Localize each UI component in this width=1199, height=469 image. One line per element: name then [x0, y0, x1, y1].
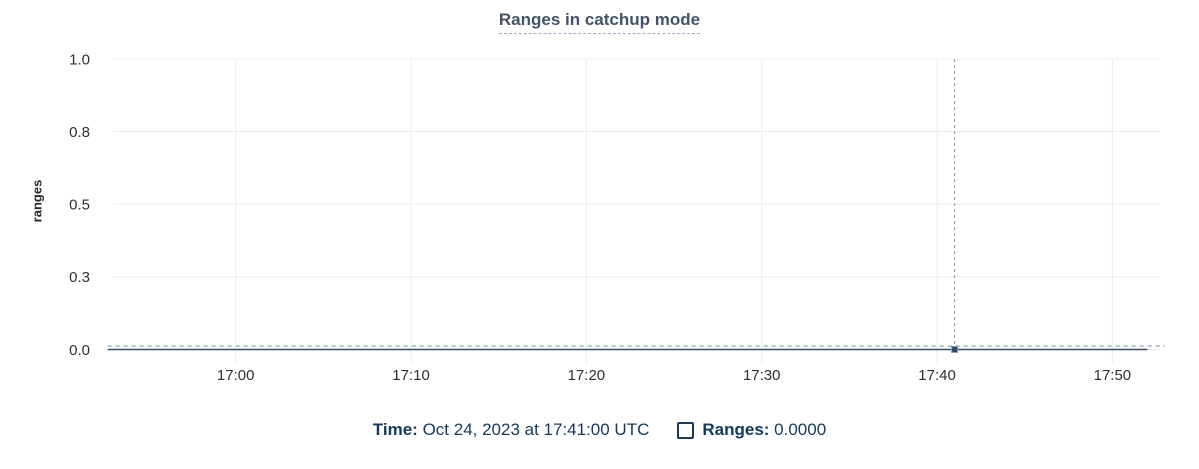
y-tick-label: 0.3 — [69, 269, 90, 286]
chart-title[interactable]: Ranges in catchup mode — [498, 10, 701, 34]
x-tick-label: 17:10 — [392, 367, 430, 384]
y-tick-label: 0.5 — [69, 197, 90, 214]
legend-series-value: 0.0000 — [769, 420, 827, 439]
y-tick-label: 0.8 — [69, 124, 90, 141]
legend-series-label: Ranges: — [702, 420, 770, 439]
legend-series-ranges[interactable]: Ranges: 0.0000 — [677, 420, 826, 440]
y-tick-label: 0.0 — [69, 342, 90, 359]
x-tick-label: 17:40 — [918, 367, 956, 384]
chart-title-row: Ranges in catchup mode — [0, 10, 1199, 34]
y-tick-label: 1.0 — [69, 51, 90, 68]
x-tick-label: 17:30 — [743, 367, 781, 384]
ranges-series-checkbox[interactable] — [677, 421, 695, 439]
x-tick-label: 17:20 — [568, 367, 606, 384]
x-tick-label: 17:50 — [1094, 367, 1132, 384]
hover-legend: Time: Oct 24, 2023 at 17:41:00 UTC Range… — [0, 420, 1199, 440]
plot-area[interactable]: 0.0 0.3 0.5 0.8 1.0 17:00 17:10 17:20 17:30 17:40… — [0, 0, 1199, 400]
x-tick-label: 17:00 — [217, 367, 255, 384]
hover-point — [951, 346, 959, 353]
legend-time-label: Time: — [372, 420, 418, 439]
y-axis-title: ranges — [29, 179, 45, 223]
legend-time-value: Oct 24, 2023 at 17:41:00 UTC — [417, 420, 650, 439]
legend-time-group: Time: Oct 24, 2023 at 17:41:00 UTC — [373, 420, 650, 440]
